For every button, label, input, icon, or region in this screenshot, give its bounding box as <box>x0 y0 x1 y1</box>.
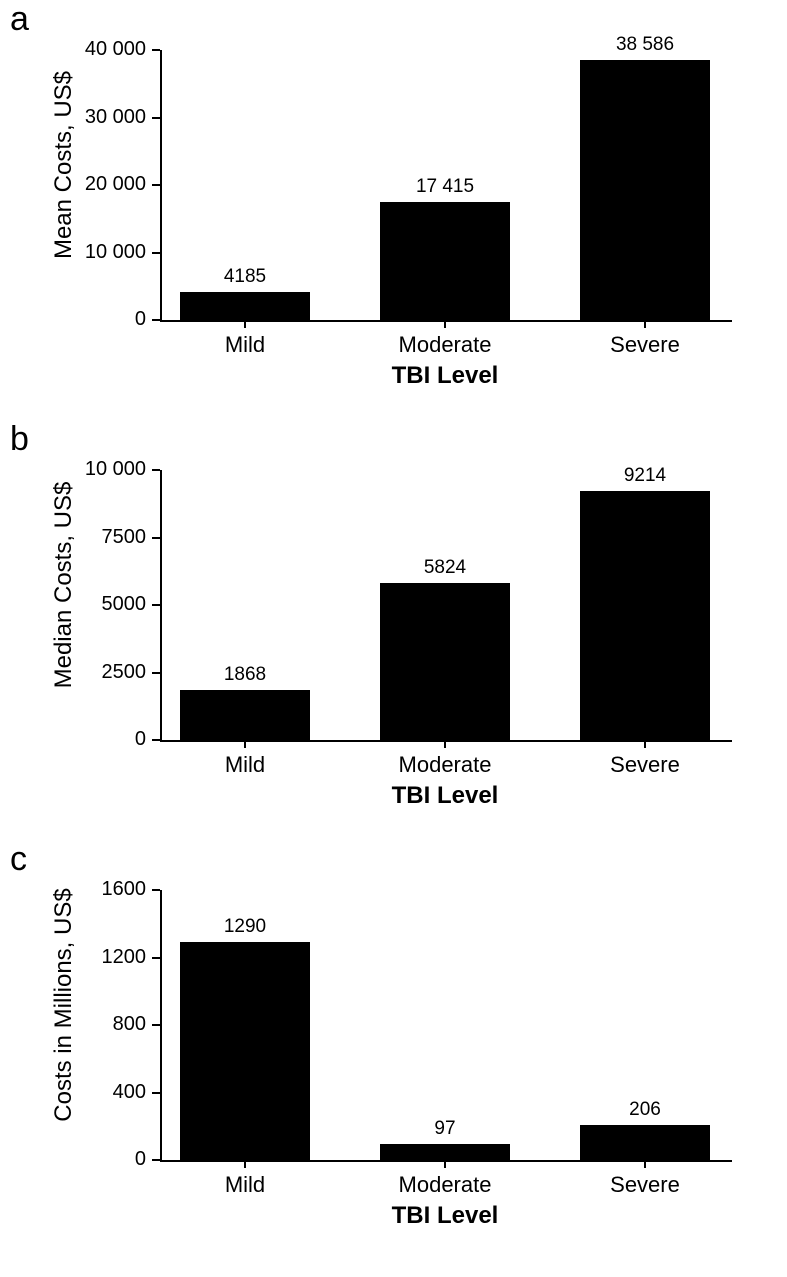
bar-mild <box>180 690 310 740</box>
y-axis-label: Mean Costs, US$ <box>50 30 78 300</box>
y-tick <box>152 184 160 186</box>
panel-label-b: b <box>10 420 29 459</box>
x-tick <box>644 740 646 748</box>
x-tick-label: Moderate <box>365 752 525 778</box>
y-tick <box>152 49 160 51</box>
bar-value-label: 1868 <box>165 664 325 686</box>
y-tick <box>152 1024 160 1026</box>
x-tick <box>444 320 446 328</box>
bar-moderate <box>380 1144 510 1160</box>
x-tick-label: Mild <box>165 752 325 778</box>
x-tick-label: Mild <box>165 332 325 358</box>
y-tick <box>152 604 160 606</box>
y-tick <box>152 252 160 254</box>
bar-value-label: 1290 <box>165 916 325 938</box>
bar-value-label: 17 415 <box>365 176 525 198</box>
y-tick-label: 0 <box>0 308 146 331</box>
panel-label-a: a <box>10 0 29 39</box>
y-tick <box>152 672 160 674</box>
panel-a: a010 00020 00030 00040 000Mean Costs, US… <box>0 0 787 420</box>
y-tick <box>152 117 160 119</box>
y-tick <box>152 957 160 959</box>
y-axis <box>160 50 162 322</box>
x-tick <box>444 1160 446 1168</box>
figure-container: a010 00020 00030 00040 000Mean Costs, US… <box>0 0 787 1277</box>
y-tick <box>152 739 160 741</box>
bar-mild <box>180 292 310 320</box>
x-axis-label: TBI Level <box>160 782 730 810</box>
y-axis-label: Median Costs, US$ <box>50 450 78 720</box>
y-axis <box>160 470 162 742</box>
y-tick-label: 0 <box>0 1148 146 1171</box>
y-axis-label: Costs in Millions, US$ <box>50 870 78 1140</box>
x-tick-label: Moderate <box>365 1172 525 1198</box>
x-axis-label: TBI Level <box>160 362 730 390</box>
x-axis-label: TBI Level <box>160 1202 730 1230</box>
bar-value-label: 5824 <box>365 557 525 579</box>
x-tick <box>644 320 646 328</box>
y-tick <box>152 1159 160 1161</box>
x-tick <box>644 1160 646 1168</box>
bar-severe <box>580 60 710 320</box>
bar-value-label: 97 <box>365 1118 525 1140</box>
y-tick-label: 0 <box>0 728 146 751</box>
bar-value-label: 9214 <box>565 465 725 487</box>
bar-value-label: 4185 <box>165 266 325 288</box>
y-tick <box>152 469 160 471</box>
bar-value-label: 38 586 <box>565 34 725 56</box>
y-tick <box>152 889 160 891</box>
x-tick <box>244 1160 246 1168</box>
x-tick-label: Mild <box>165 1172 325 1198</box>
panel-label-c: c <box>10 840 27 879</box>
bar-mild <box>180 942 310 1160</box>
panel-c: c040080012001600Costs in Millions, US$12… <box>0 840 787 1260</box>
x-tick <box>444 740 446 748</box>
x-tick-label: Moderate <box>365 332 525 358</box>
x-tick <box>244 740 246 748</box>
y-tick <box>152 537 160 539</box>
bar-severe <box>580 1125 710 1160</box>
y-tick <box>152 319 160 321</box>
panel-b: b025005000750010 000Median Costs, US$186… <box>0 420 787 840</box>
y-axis <box>160 890 162 1162</box>
bar-severe <box>580 491 710 740</box>
x-tick-label: Severe <box>565 752 725 778</box>
bar-moderate <box>380 583 510 740</box>
bar-moderate <box>380 202 510 320</box>
x-tick-label: Severe <box>565 332 725 358</box>
bar-value-label: 206 <box>565 1099 725 1121</box>
x-tick <box>244 320 246 328</box>
x-tick-label: Severe <box>565 1172 725 1198</box>
y-tick <box>152 1092 160 1094</box>
